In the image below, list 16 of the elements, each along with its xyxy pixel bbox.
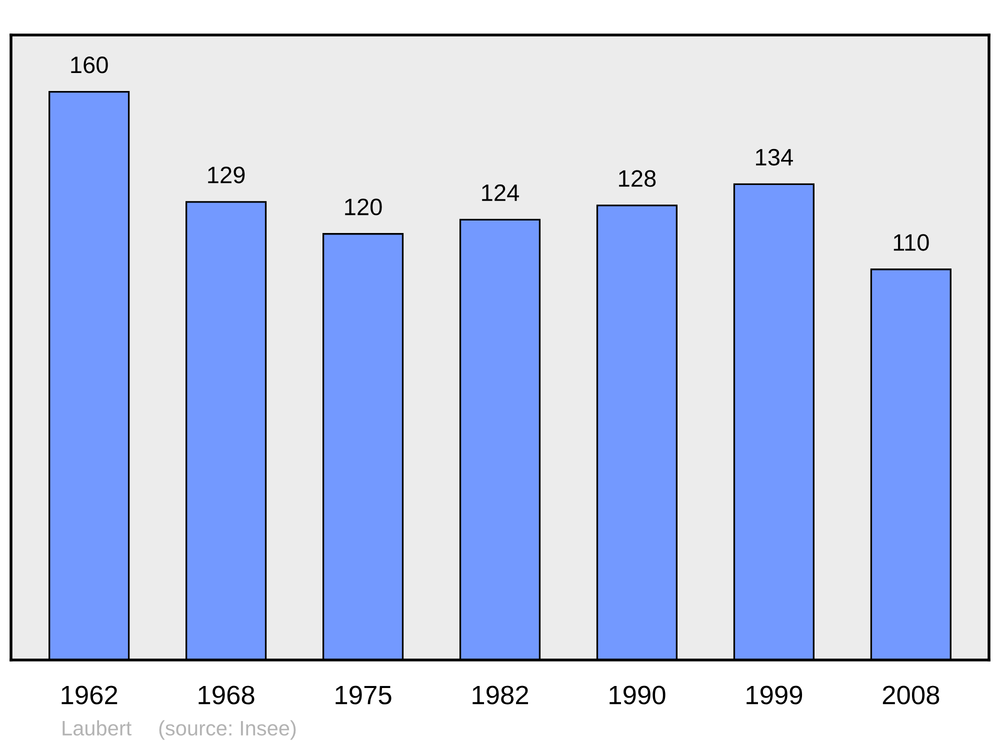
data-label: 160 — [71, 56, 108, 74]
data-label: 110 — [894, 234, 929, 251]
text: (source: Insee) — [159, 720, 296, 740]
x-tick-label: 1990 — [610, 686, 666, 704]
x-tick-label: 1968 — [198, 686, 254, 704]
x-tick-label: 1982 — [472, 686, 528, 704]
x-tick-label: 1999 — [746, 686, 802, 704]
data-label: 129 — [208, 166, 245, 184]
x-tick-label: 1962 — [62, 686, 118, 704]
data-label: 120 — [345, 198, 382, 216]
x-tick-label: 2008 — [882, 686, 940, 704]
data-label: 134 — [756, 148, 793, 166]
data-label: 128 — [619, 170, 656, 187]
x-tick-label: 1975 — [336, 686, 392, 704]
text: Laubert — [62, 720, 132, 736]
data-label: 124 — [482, 184, 520, 201]
